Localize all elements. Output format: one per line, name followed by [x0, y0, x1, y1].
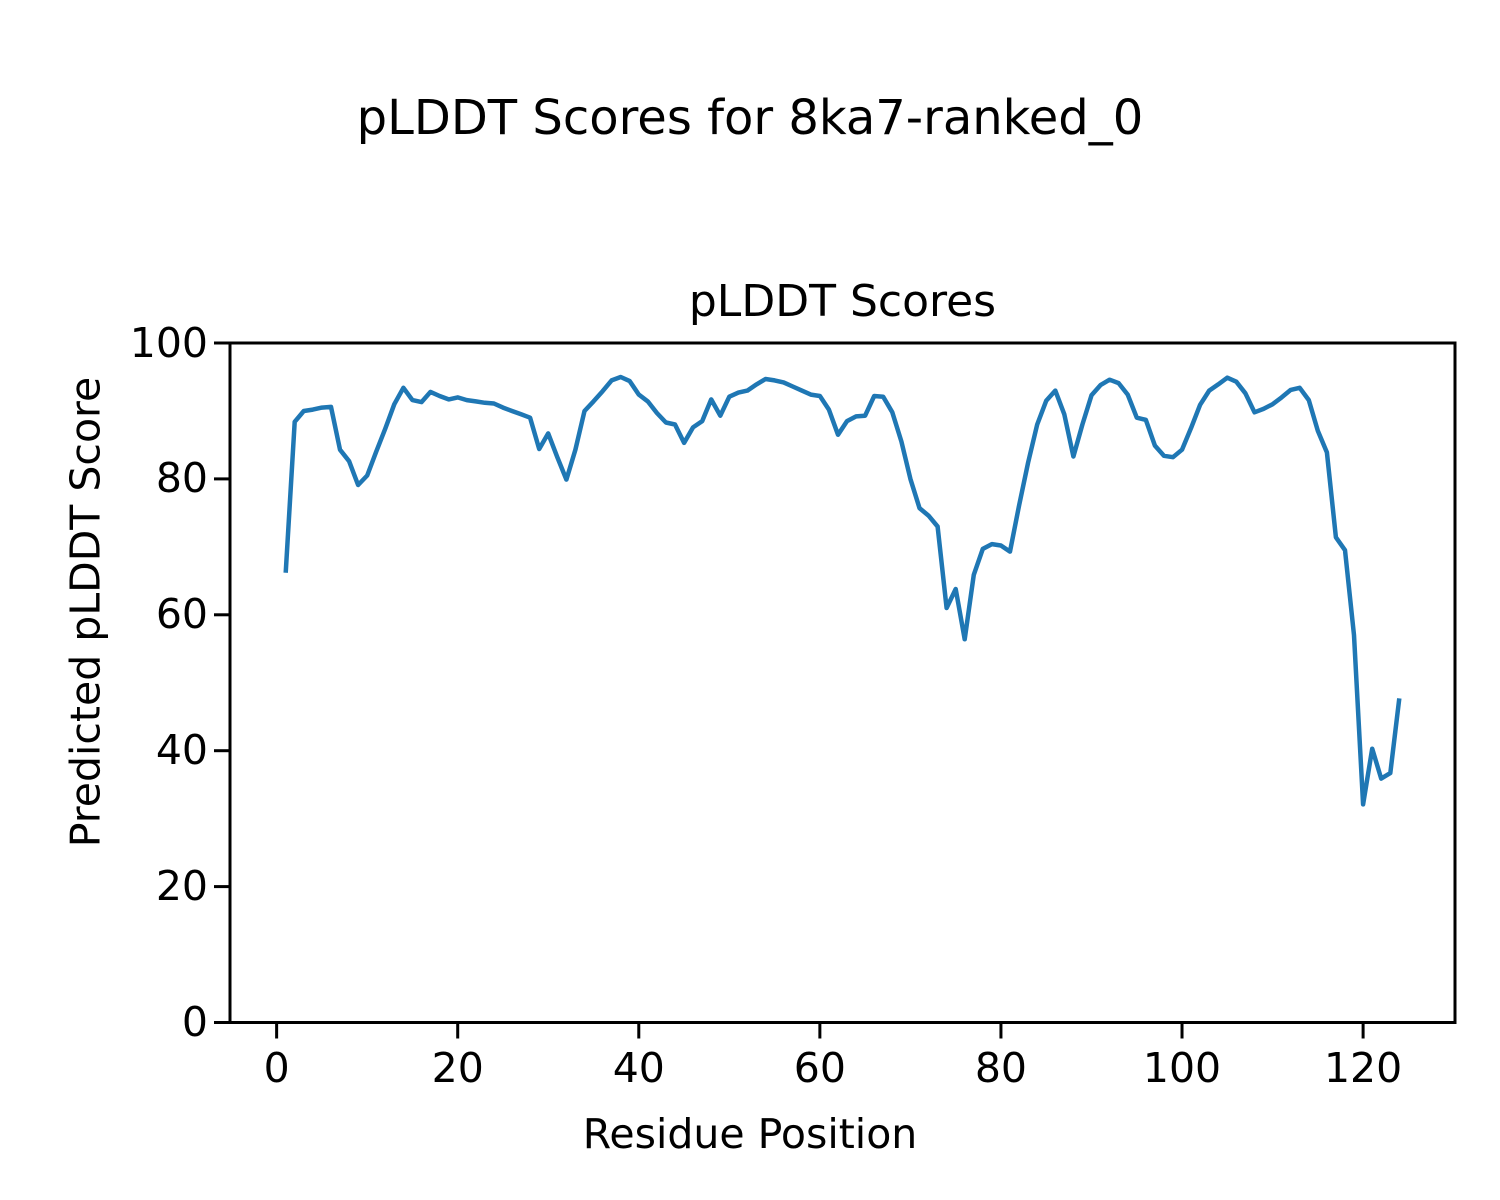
y-tick-label: 40: [155, 726, 208, 775]
x-tick-label: 0: [263, 1044, 290, 1092]
x-tick-label: 40: [612, 1044, 665, 1092]
x-tick-label: 80: [974, 1044, 1028, 1092]
y-tick-label: 60: [155, 590, 208, 639]
figure-title: pLDDT Scores for 8ka7-ranked_0: [356, 90, 1144, 146]
plot-border: [228, 341, 1457, 1024]
x-tick-label: 120: [1323, 1044, 1403, 1092]
x-tick-label: 20: [431, 1044, 484, 1092]
axes-title: pLDDT Scores: [688, 276, 997, 327]
x-tick-label: 100: [1142, 1044, 1222, 1092]
x-axis-label: Residue Position: [582, 1110, 918, 1158]
y-tick-label: 20: [155, 862, 208, 911]
y-tick-label: 0: [181, 998, 208, 1046]
plddt-line: [283, 374, 1402, 807]
y-tick-label: 100: [129, 318, 208, 367]
x-tick-label: 60: [793, 1044, 846, 1092]
y-tick-label: 80: [155, 454, 208, 503]
